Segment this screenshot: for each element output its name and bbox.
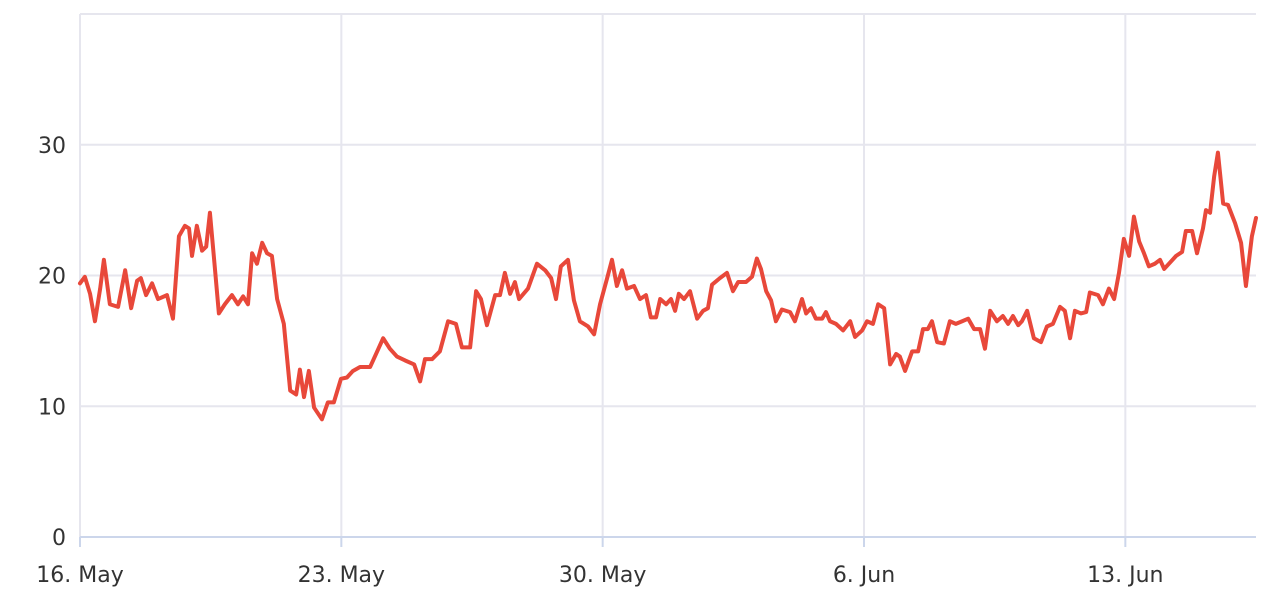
line-series bbox=[78, 150, 1258, 422]
x-tick-label: 23. May bbox=[298, 563, 385, 588]
x-tick-label: 13. Jun bbox=[1087, 563, 1163, 588]
x-tick-label: 16. May bbox=[36, 563, 123, 588]
y-tick-label: 20 bbox=[38, 265, 66, 290]
y-tick-label: 0 bbox=[52, 526, 66, 551]
x-tick-label: 30. May bbox=[559, 563, 646, 588]
y-tick-label: 10 bbox=[38, 395, 66, 420]
y-tick-label: 30 bbox=[38, 134, 66, 159]
x-tick-label: 6. Jun bbox=[833, 563, 895, 588]
